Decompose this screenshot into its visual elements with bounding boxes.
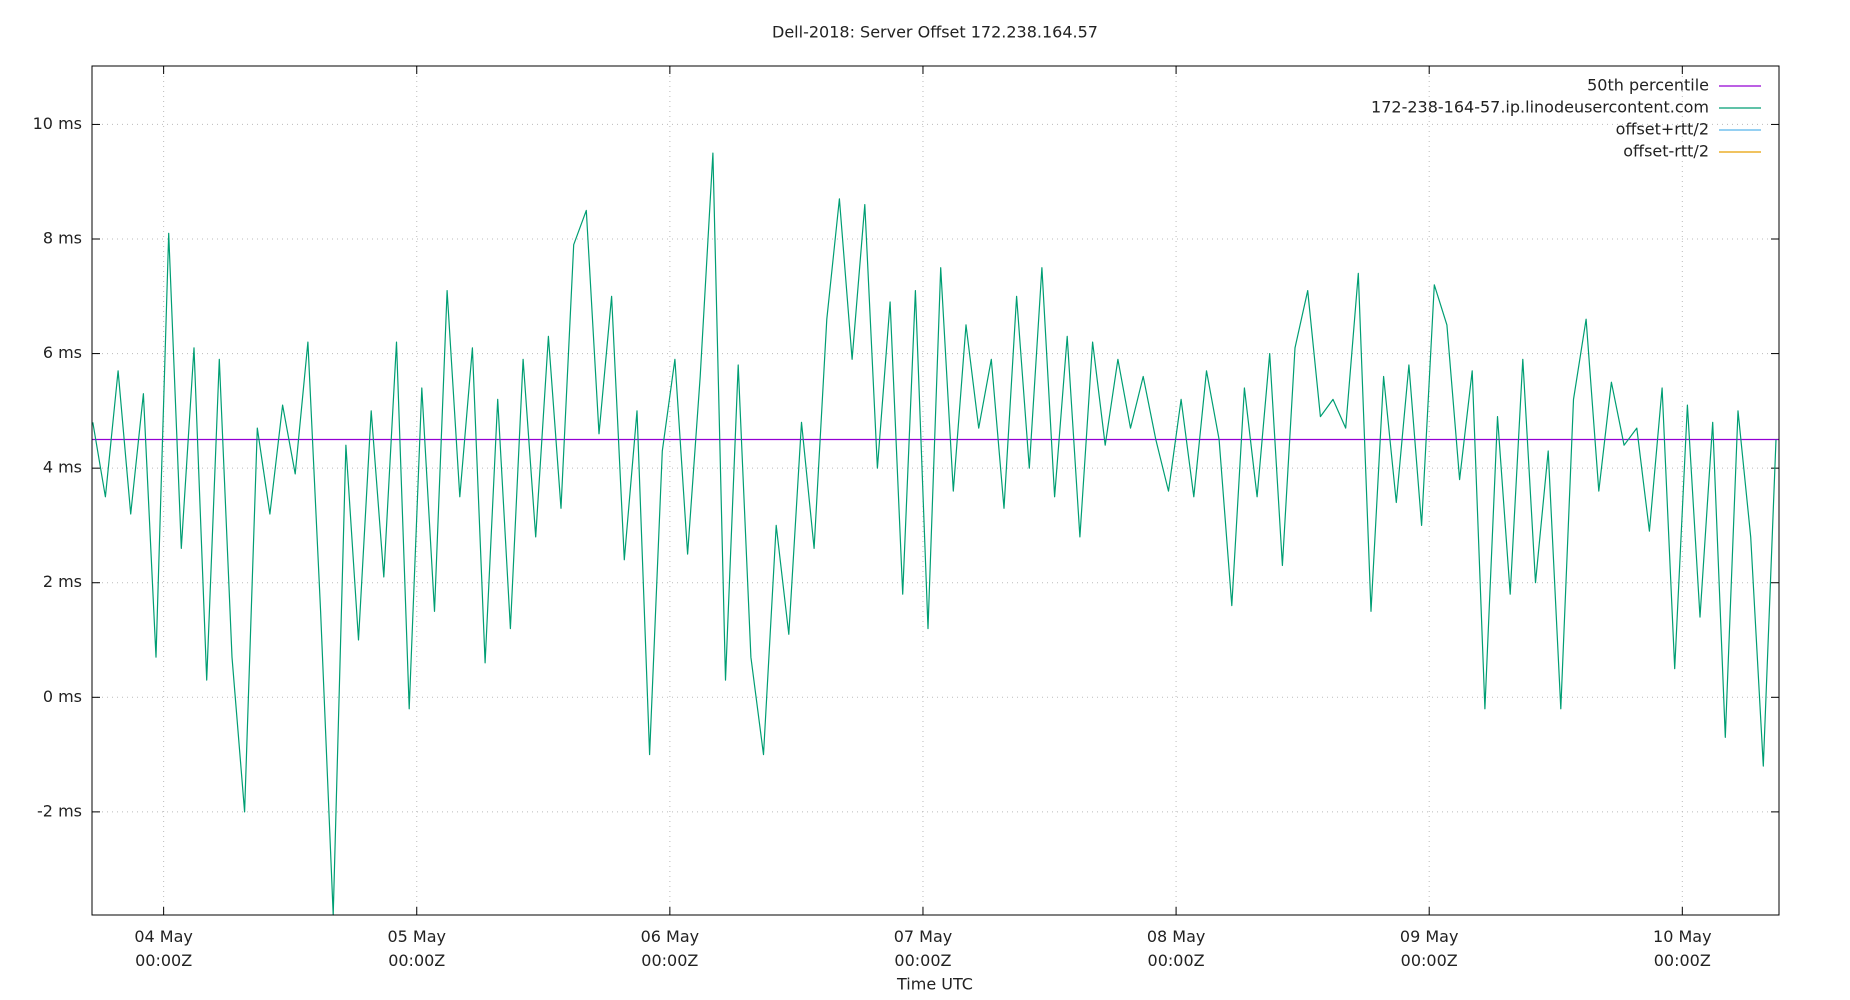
y-tick-label: 8 ms (43, 229, 82, 248)
y-tick-label: 0 ms (43, 687, 82, 706)
plot-frame (91, 65, 1780, 916)
x-axis-label: Time UTC (896, 975, 973, 994)
x-tick-label: 08 May 00:00Z (1146, 927, 1206, 970)
chart-title: Dell-2018: Server Offset 172.238.164.57 (772, 23, 1098, 42)
legend-label: 172-238-164-57.ip.linodeusercontent.com (1371, 98, 1709, 117)
y-tick-label: 4 ms (43, 458, 82, 477)
x-tick-label: 05 May 00:00Z (387, 927, 446, 970)
x-tick-label: 10 May 00:00Z (1653, 927, 1712, 970)
y-tick-label: 6 ms (43, 343, 82, 362)
x-tick-label: 09 May 00:00Z (1399, 927, 1459, 970)
legend-label: 50th percentile (1587, 76, 1709, 95)
x-tick-label: 04 May 00:00Z (134, 927, 193, 970)
y-tick-label: 10 ms (33, 114, 82, 133)
legend-label: offset-rtt/2 (1623, 142, 1709, 161)
x-tick-label: 06 May 00:00Z (640, 927, 700, 970)
legend-label: offset+rtt/2 (1616, 120, 1709, 139)
series-line (92, 152, 1777, 916)
y-tick-label: -2 ms (37, 801, 82, 820)
x-tick-label: 07 May 00:00Z (893, 927, 953, 970)
y-tick-label: 2 ms (43, 572, 82, 591)
